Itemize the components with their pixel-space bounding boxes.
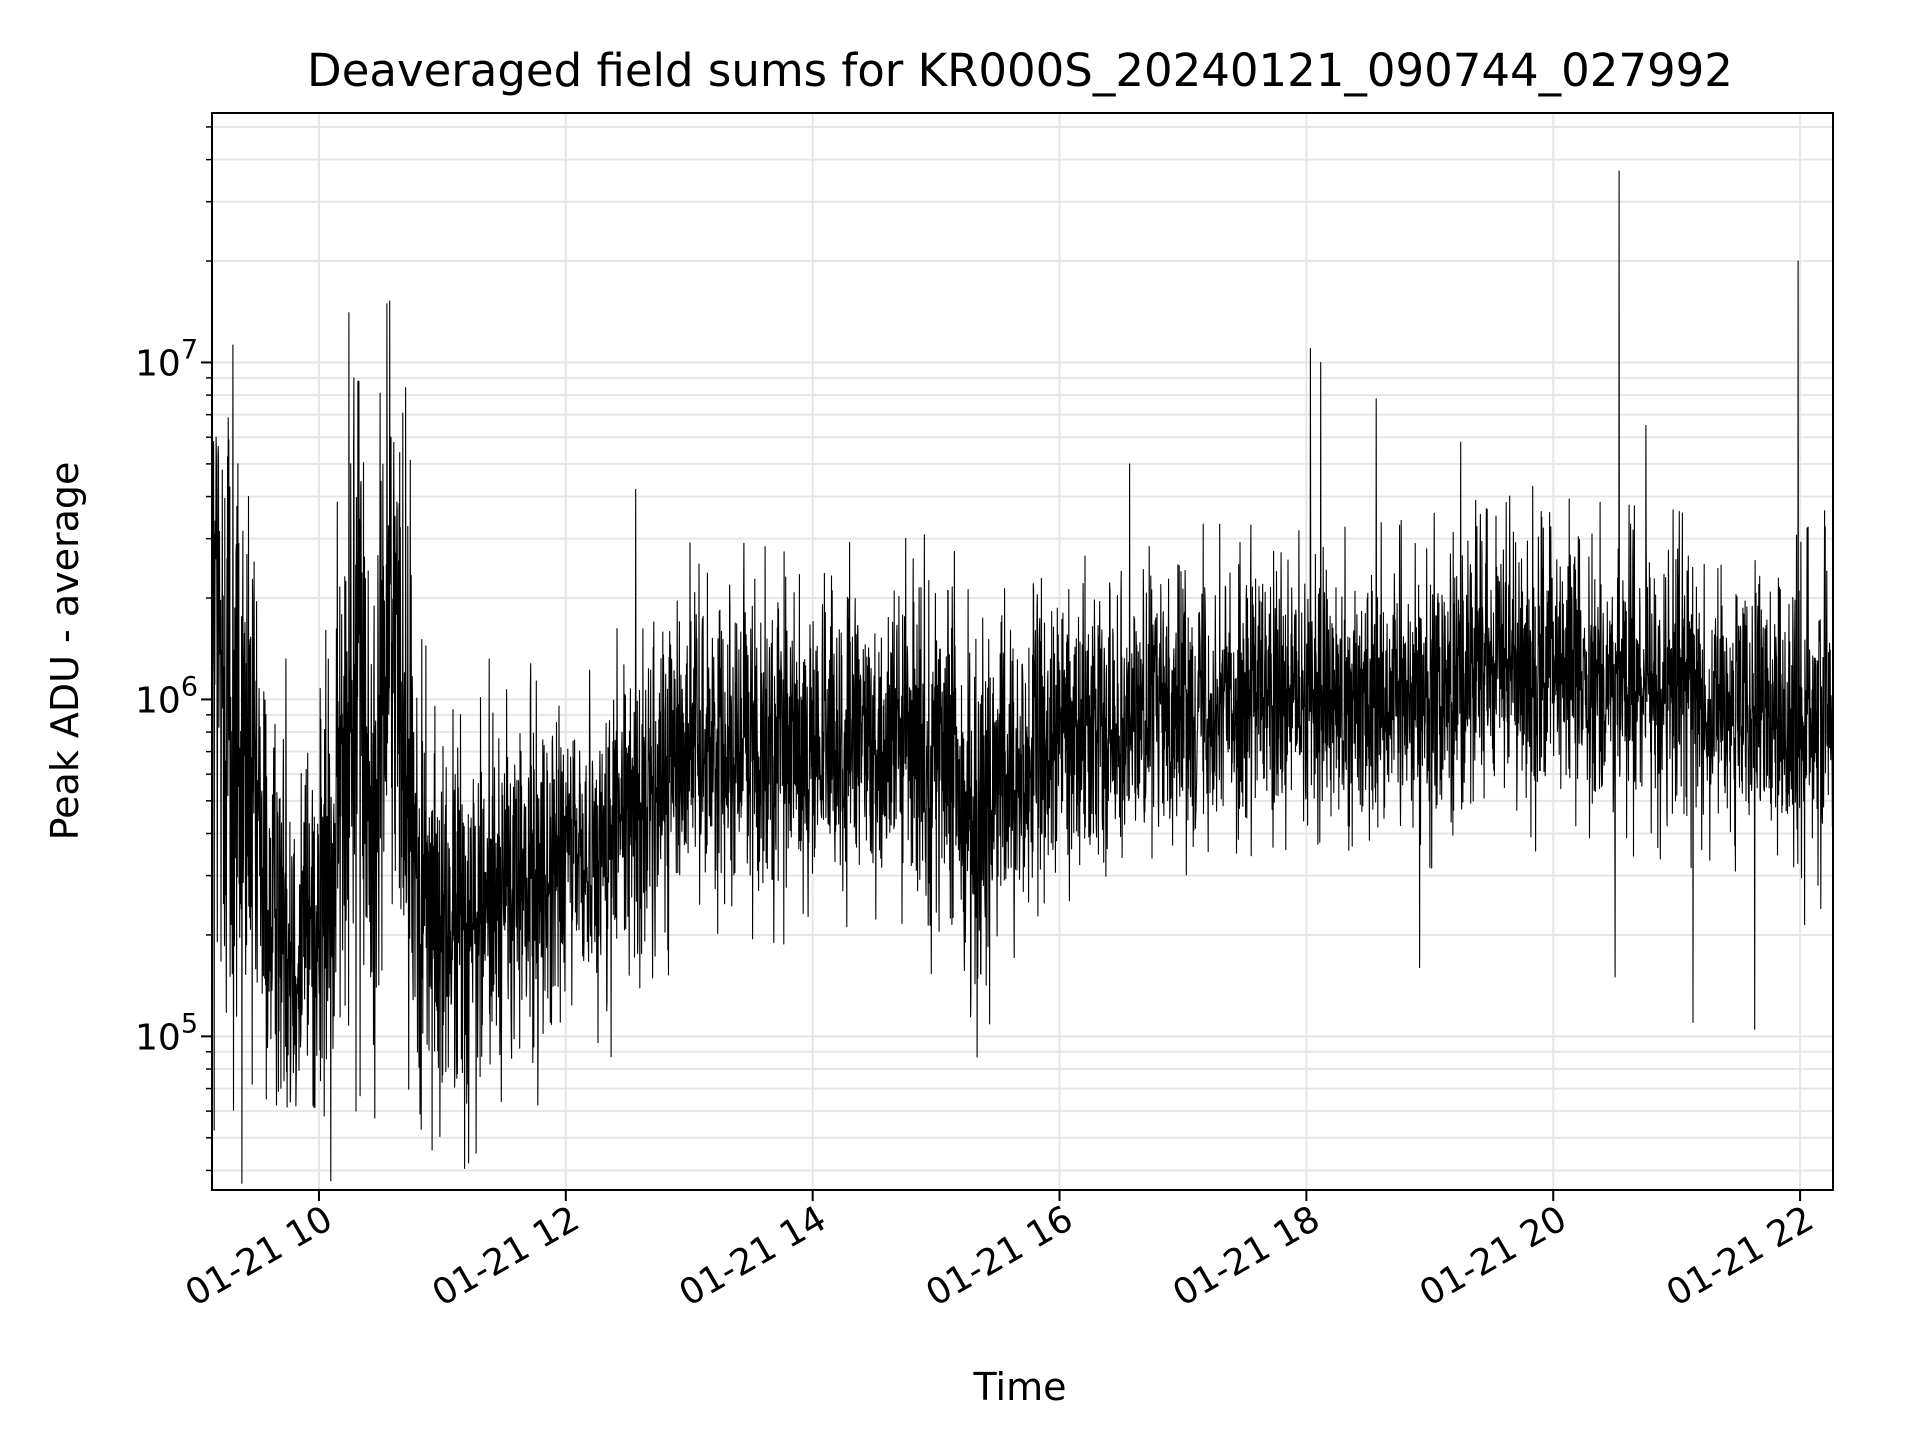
series-line xyxy=(211,170,1834,1184)
series-path xyxy=(211,170,1834,1184)
y-tick-label: 106 xyxy=(135,671,198,721)
x-tick-label: 01-21 10 xyxy=(179,1198,340,1314)
y-tick-label: 107 xyxy=(135,334,198,384)
x-tick-label: 01-21 14 xyxy=(673,1198,834,1314)
y-axis-label: Peak ADU - average xyxy=(43,462,87,841)
x-tick-label: 01-21 22 xyxy=(1660,1198,1821,1314)
y-tick-label: 105 xyxy=(135,1008,198,1058)
chart-title: Deaveraged field sums for KR000S_2024012… xyxy=(307,44,1733,97)
y-axis: 105 106 107 xyxy=(135,126,212,1172)
x-tick-label: 01-21 18 xyxy=(1166,1198,1327,1314)
x-axis: 01-21 10 01-21 12 01-21 14 01-21 16 01-21 18… xyxy=(179,1190,1821,1315)
x-tick-label: 01-21 20 xyxy=(1413,1198,1574,1314)
plot-frame xyxy=(211,112,1834,1191)
x-tick-label: 01-21 12 xyxy=(426,1198,587,1314)
x-tick-label: 01-21 16 xyxy=(919,1198,1080,1314)
x-axis-label: Time xyxy=(973,1365,1067,1409)
